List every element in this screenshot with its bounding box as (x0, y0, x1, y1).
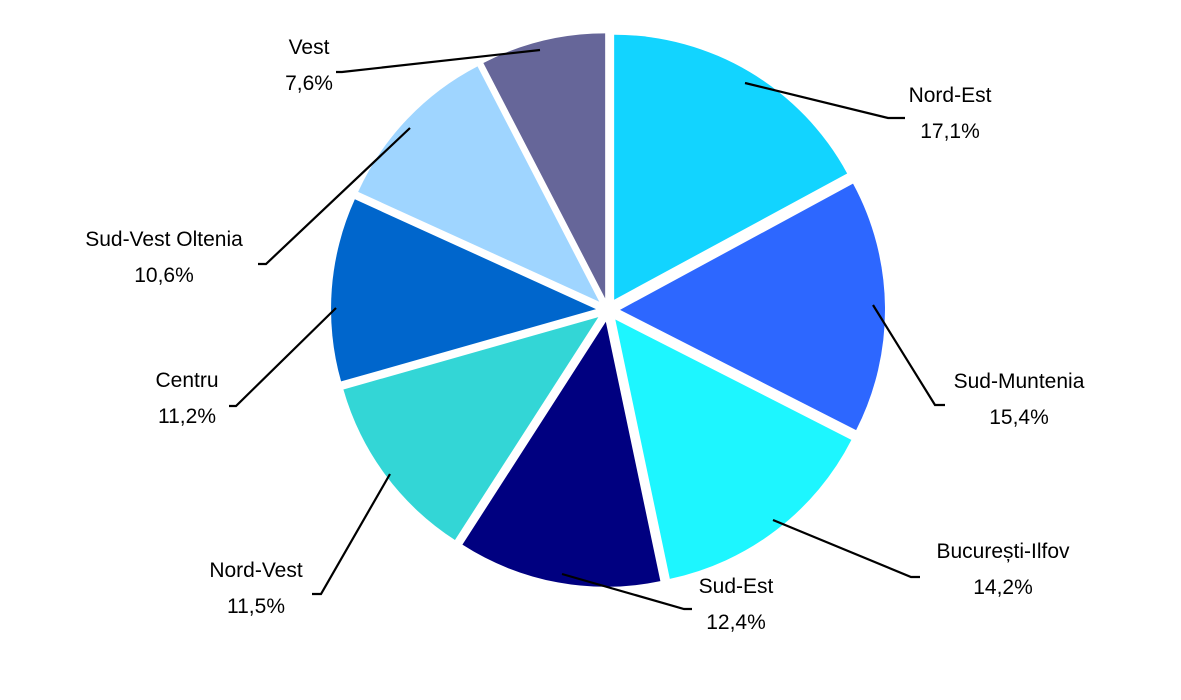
leader-line-sud-vest-oltenia (258, 127, 411, 266)
slice-label-nord-est: Nord-Est (909, 84, 992, 107)
slice-label-sud-muntenia: Sud-Muntenia (954, 370, 1085, 393)
slice-value-nord-est: 17,1% (920, 120, 980, 143)
pie-slices (331, 33, 885, 587)
slice-label-sud-vest-oltenia: Sud-Vest Oltenia (85, 228, 243, 251)
pie-slice-sud-est (462, 321, 661, 587)
slice-value-sud-est: 12,4% (706, 611, 766, 634)
leader-line-nord-est (744, 81, 905, 120)
leader-line-sud-est (561, 572, 692, 611)
pie-slice-centru (331, 199, 597, 382)
leader-line-sud-muntenia (872, 304, 945, 407)
leader-line-vest (336, 48, 541, 74)
slice-label-bucuresti-ilfov: București-Ilfov (936, 540, 1070, 563)
slice-label-nord-vest: Nord-Vest (209, 559, 303, 582)
slice-value-vest: 7,6% (285, 72, 333, 95)
pie-slice-nord-vest (343, 317, 599, 540)
pie-slice-sud-muntenia (619, 183, 885, 431)
leader-line-bucuresti-ilfov (772, 518, 920, 579)
slice-labels: Nord-Est 17,1% Sud-Muntenia 15,4% București-… (85, 36, 1084, 634)
pie-slice-vest (483, 33, 606, 299)
leader-line-centru (229, 307, 337, 408)
pie-slice-nord-est (614, 34, 848, 300)
leader-lines (229, 48, 945, 611)
slice-label-sud-est: Sud-Est (699, 575, 774, 598)
slice-value-sud-muntenia: 15,4% (989, 406, 1049, 429)
slice-value-bucuresti-ilfov: 14,2% (973, 576, 1033, 599)
slice-value-nord-vest: 11,5% (227, 595, 285, 618)
pie-slice-bucuresti-ilfov (615, 319, 852, 579)
slice-label-vest: Vest (289, 36, 330, 59)
slice-value-centru: 11,2% (158, 405, 216, 428)
slice-value-sud-vest-oltenia: 10,6% (134, 264, 194, 287)
leader-line-nord-vest (312, 473, 391, 596)
slice-label-centru: Centru (155, 369, 218, 392)
pie-slice-sud-vest-oltenia (358, 66, 600, 302)
